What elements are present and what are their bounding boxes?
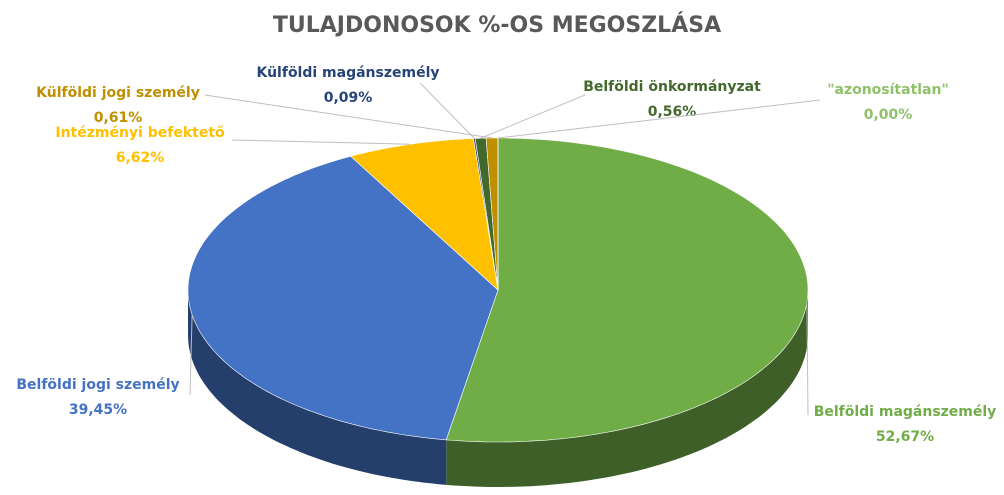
- leader-line: [497, 99, 821, 139]
- category-label: Intézményi befektető: [55, 125, 225, 141]
- leader-line: [806, 302, 809, 416]
- value-label: 0,61%: [94, 110, 143, 126]
- leader-line: [419, 82, 475, 139]
- slice-side: [188, 290, 447, 485]
- value-label: 39,45%: [69, 402, 127, 418]
- value-label: 52,67%: [876, 429, 934, 445]
- leader-line: [204, 94, 493, 139]
- category-label: "azonosítatlan": [827, 82, 949, 98]
- category-label: Belföldi magánszemély: [814, 404, 997, 420]
- leader-line: [189, 314, 193, 396]
- category-label: Belföldi önkormányzat: [583, 79, 761, 95]
- chart-title: TULAJDONOSOK %-OS MEGOSZLÁSA: [273, 12, 721, 38]
- category-label: Belföldi jogi személy: [16, 377, 179, 393]
- slice: [350, 138, 499, 291]
- category-label: Külföldi jogi személy: [36, 85, 200, 101]
- value-label: 6,62%: [116, 150, 165, 166]
- category-label: Külföldi magánszemély: [256, 65, 439, 81]
- slice-side: [446, 290, 808, 487]
- value-label: 0,09%: [324, 90, 373, 106]
- leader-line: [480, 94, 586, 139]
- leader-line: [231, 139, 411, 145]
- value-label: 0,00%: [864, 107, 913, 123]
